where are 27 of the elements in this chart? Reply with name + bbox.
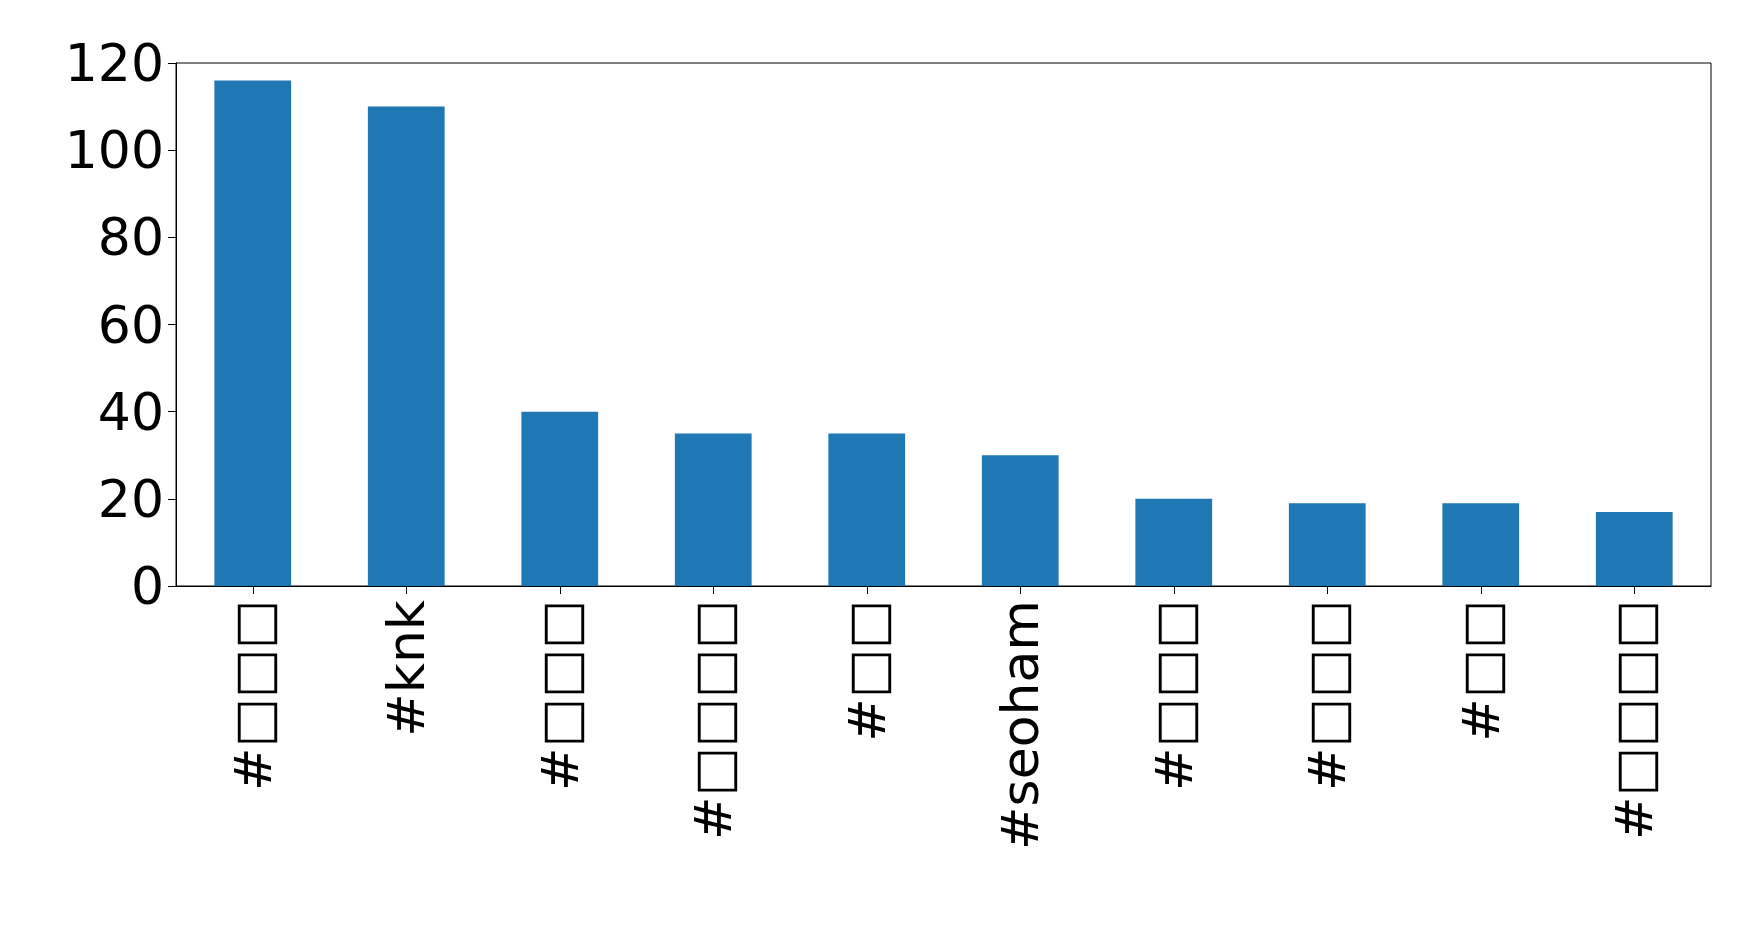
bar [1135,498,1213,586]
y-tick-label: 20 [97,468,164,529]
bar [828,433,906,586]
x-tick-label: #□□□ [529,600,590,791]
bar [674,433,752,586]
bar [1288,503,1366,586]
bar [214,80,292,586]
y-tick-label: 0 [130,556,164,616]
x-tick-label: #□□□ [1297,600,1358,791]
bar [367,106,445,586]
x-tick-label: #□□□□ [683,600,744,841]
x-tick-label: #knk [376,600,437,737]
bar [1442,503,1520,586]
bar [981,455,1059,586]
y-tick-label: 120 [64,33,164,93]
y-tick-label: 100 [64,120,164,181]
y-tick-label: 60 [97,294,164,355]
y-tick-label: 80 [97,207,164,268]
x-tick-label: #□□□□ [1604,600,1665,841]
x-tick-label: #□□□ [1143,600,1204,791]
y-tick-label: 40 [97,381,164,442]
bar [521,411,599,586]
x-tick-label: #□□□ [222,600,283,791]
x-tick-label: #□□ [1450,600,1511,742]
bar [1595,511,1673,586]
x-tick-label: #seoham [990,600,1051,850]
x-tick-label: #□□ [836,600,897,742]
